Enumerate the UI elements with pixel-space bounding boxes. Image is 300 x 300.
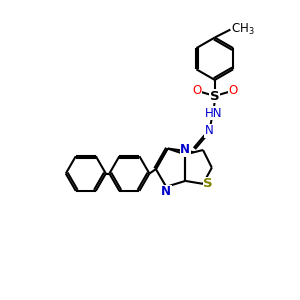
Text: CH$_3$: CH$_3$ bbox=[231, 22, 255, 37]
Text: O: O bbox=[192, 84, 201, 97]
Text: N: N bbox=[161, 185, 171, 198]
Text: S: S bbox=[203, 177, 213, 190]
Text: S: S bbox=[210, 90, 220, 103]
Text: N: N bbox=[180, 143, 190, 156]
Text: O: O bbox=[228, 84, 238, 97]
Text: HN: HN bbox=[205, 107, 222, 120]
Text: N: N bbox=[205, 124, 213, 137]
